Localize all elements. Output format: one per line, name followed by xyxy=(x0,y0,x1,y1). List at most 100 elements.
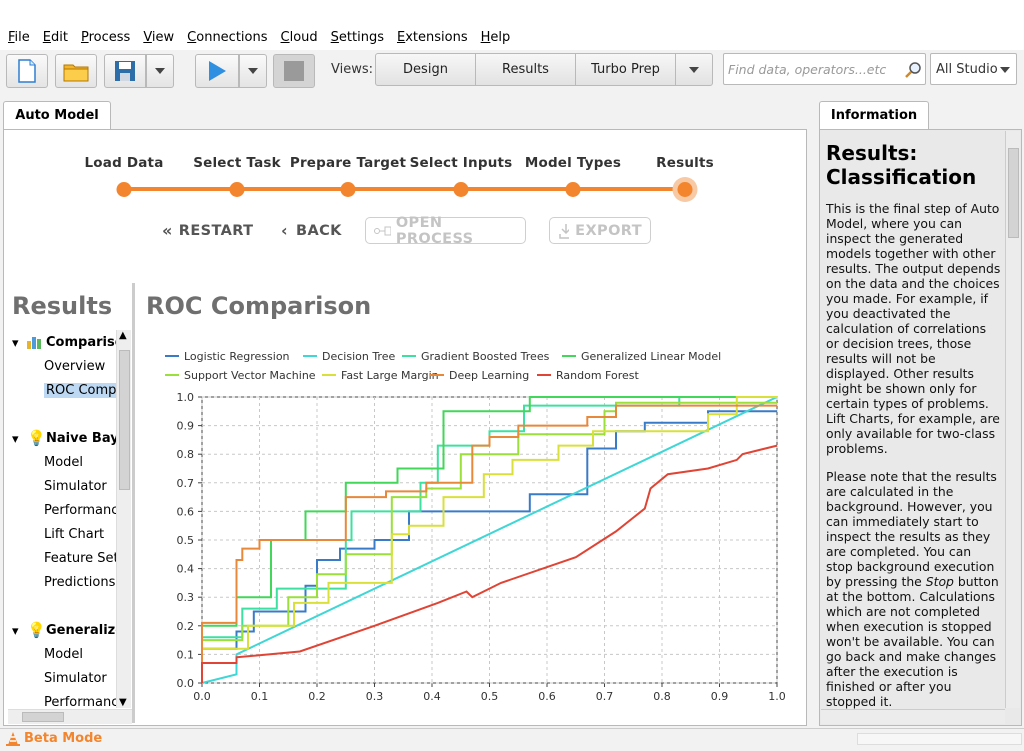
folder-icon xyxy=(63,64,89,82)
legend-label: Logistic Regression xyxy=(184,350,290,363)
info-horizontal-scrollbar[interactable] xyxy=(821,709,1005,724)
stop-button[interactable] xyxy=(273,54,315,88)
tree-item-nb-performance[interactable]: Performance xyxy=(44,503,116,518)
tree-item-nb-simulator[interactable]: Simulator xyxy=(44,479,107,494)
lightbulb-icon: 💡 xyxy=(27,621,46,639)
menu-extensions[interactable]: Extensions xyxy=(397,30,468,45)
x-tick-label: 0.8 xyxy=(653,690,671,703)
tree-group-comparison[interactable]: Comparison xyxy=(46,335,116,350)
step-dot-select-inputs[interactable] xyxy=(453,182,469,197)
view-turbo-prep-button[interactable]: Turbo Prep xyxy=(576,54,676,85)
run-button[interactable] xyxy=(195,54,239,88)
progress-area xyxy=(857,733,1022,745)
legend-label: Random Forest xyxy=(556,369,639,382)
chevron-down-icon xyxy=(1000,67,1010,73)
menu-view[interactable]: View xyxy=(143,30,175,45)
export-button[interactable]: EXPORT xyxy=(549,217,651,244)
step-prepare-target[interactable]: Prepare Target xyxy=(289,155,407,171)
info-p2-end: button at the bottom. Calculations which… xyxy=(826,574,999,709)
scroll-thumb[interactable] xyxy=(119,350,130,490)
process-icon xyxy=(374,226,391,235)
step-select-task[interactable]: Select Task xyxy=(193,155,281,171)
new-process-button[interactable] xyxy=(6,54,48,88)
view-results-button[interactable]: Results xyxy=(476,54,576,85)
step-select-inputs[interactable]: Select Inputs xyxy=(409,155,513,171)
y-tick-label: 0.0 xyxy=(177,677,195,690)
results-tree: ▾ Comparison Overview ROC Comparison ▾ 💡… xyxy=(8,330,116,708)
x-tick-label: 0.6 xyxy=(538,690,556,703)
step-dot-load-data[interactable] xyxy=(116,182,132,197)
traffic-cone-icon xyxy=(6,731,20,746)
views-dropdown-button[interactable] xyxy=(676,54,712,85)
lightbulb-icon: 💡 xyxy=(27,429,46,447)
menu-connections[interactable]: Connections xyxy=(187,30,268,45)
save-dropdown-button[interactable] xyxy=(146,54,174,88)
tree-item-glm-model[interactable]: Model xyxy=(44,647,84,662)
collapse-glm-icon[interactable]: ▾ xyxy=(12,624,19,639)
y-tick-label: 0.8 xyxy=(177,448,195,461)
tree-item-glm-performance[interactable]: Performance xyxy=(44,695,116,708)
info-title: Results: Classification xyxy=(826,141,977,189)
y-tick-label: 0.5 xyxy=(177,534,195,547)
menu-cloud[interactable]: Cloud xyxy=(280,30,318,45)
tab-auto-model[interactable]: Auto Model xyxy=(3,101,111,129)
beta-mode-label: Beta Mode xyxy=(24,731,103,746)
y-tick-label: 0.3 xyxy=(177,591,195,604)
menu-file[interactable]: File xyxy=(8,30,30,45)
series-line xyxy=(201,444,778,683)
save-button[interactable] xyxy=(104,54,146,88)
step-dot-model-types[interactable] xyxy=(565,182,581,197)
x-tick-label: 0.2 xyxy=(308,690,326,703)
collapse-naive-bayes-icon[interactable]: ▾ xyxy=(12,432,19,447)
stop-icon xyxy=(284,61,304,81)
step-dot-results[interactable] xyxy=(677,182,693,197)
step-model-types[interactable]: Model Types xyxy=(524,155,622,171)
scroll-down-icon[interactable]: ▼ xyxy=(119,697,127,708)
scroll-up-icon[interactable]: ▲ xyxy=(119,330,127,341)
info-paragraph-2: Please note that the results are calcula… xyxy=(826,469,1001,709)
search-input[interactable]: Find data, operators...etc xyxy=(723,53,926,85)
legend-label: Deep Learning xyxy=(449,369,529,382)
run-dropdown-button[interactable] xyxy=(239,54,267,88)
tree-item-roc-comparison[interactable]: ROC Comparison xyxy=(44,383,116,398)
scroll-thumb[interactable] xyxy=(22,712,64,722)
tree-item-nb-model[interactable]: Model xyxy=(44,455,84,470)
y-tick-label: 0.6 xyxy=(177,505,195,518)
step-dot-prepare-target[interactable] xyxy=(340,182,356,197)
beta-mode-indicator[interactable]: Beta Mode xyxy=(6,731,102,746)
open-process-button[interactable] xyxy=(55,54,97,88)
tab-information[interactable]: Information xyxy=(819,101,929,129)
search-icon[interactable] xyxy=(904,61,922,79)
y-tick-label: 0.9 xyxy=(177,420,195,433)
series-line xyxy=(201,396,777,683)
x-tick-label: 0.9 xyxy=(711,690,729,703)
back-button[interactable]: ‹ BACK xyxy=(281,217,342,244)
step-load-data[interactable]: Load Data xyxy=(84,155,164,171)
menu-help[interactable]: Help xyxy=(480,30,511,45)
tree-vertical-scrollbar[interactable]: ▲ ▼ xyxy=(116,330,131,708)
tree-group-naive-bayes[interactable]: Naive Bayes xyxy=(46,431,116,446)
scroll-thumb[interactable] xyxy=(1008,148,1019,238)
tree-item-nb-feature-sets[interactable]: Feature Sets xyxy=(44,551,116,566)
restart-button[interactable]: « RESTART xyxy=(162,217,253,244)
menu-process[interactable]: Process xyxy=(80,30,131,45)
step-results[interactable]: Results xyxy=(656,155,714,171)
menu-edit[interactable]: Edit xyxy=(42,30,68,45)
splitter[interactable] xyxy=(132,283,135,723)
info-vertical-scrollbar[interactable] xyxy=(1005,131,1020,708)
tree-horizontal-scrollbar[interactable] xyxy=(8,709,132,724)
save-icon xyxy=(115,61,135,81)
view-design-button[interactable]: Design xyxy=(376,54,476,85)
menu-settings[interactable]: Settings xyxy=(330,30,384,45)
wizard-progress-line xyxy=(124,187,686,191)
tree-item-nb-predictions[interactable]: Predictions xyxy=(44,575,116,590)
tree-item-overview[interactable]: Overview xyxy=(44,359,106,374)
tree-item-nb-lift-chart[interactable]: Lift Chart xyxy=(44,527,105,542)
tree-group-generalized[interactable]: Generalized Linear Model xyxy=(46,623,116,638)
collapse-comparison-icon[interactable]: ▾ xyxy=(12,336,19,351)
step-dot-select-task[interactable] xyxy=(229,182,245,197)
search-scope-select[interactable]: All Studio xyxy=(930,53,1017,85)
legend-label: Generalized Linear Model xyxy=(581,350,721,363)
tree-item-glm-simulator[interactable]: Simulator xyxy=(44,671,107,686)
open-process-wizard-button[interactable]: OPEN PROCESS xyxy=(365,215,526,247)
